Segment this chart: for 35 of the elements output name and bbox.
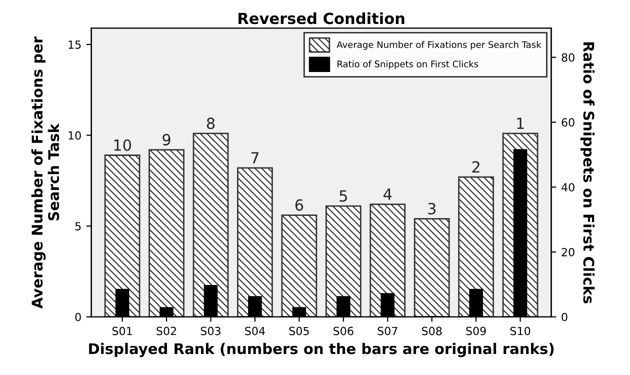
annotation: 9 bbox=[162, 134, 170, 146]
y2-tick-label: 60 bbox=[562, 118, 574, 127]
annotation: 8 bbox=[206, 118, 215, 130]
x-tick-label: S09 bbox=[466, 326, 486, 336]
y2-axis-title: Ratio of Snippets on First Clicks bbox=[580, 42, 595, 304]
annotation: 3 bbox=[428, 202, 436, 214]
annotation: 6 bbox=[295, 199, 304, 211]
y-axis-title: Average Number of Fixations per Search Task bbox=[31, 36, 60, 309]
y-tick-label: 10 bbox=[68, 131, 81, 140]
annotation: 1 bbox=[517, 118, 524, 129]
x-tick-label: S04 bbox=[245, 326, 265, 336]
y2-tick-label: 80 bbox=[562, 53, 574, 62]
y2-tick-label: 20 bbox=[562, 248, 574, 256]
x-tick-label: S01 bbox=[112, 326, 132, 336]
y-tick-label: 0 bbox=[75, 312, 81, 322]
x-tick-label: S02 bbox=[156, 326, 176, 336]
annotation: 4 bbox=[384, 188, 392, 200]
y-tick-label: 5 bbox=[75, 222, 81, 230]
x-tick-label: S08 bbox=[422, 326, 442, 336]
annotation: 7 bbox=[251, 152, 259, 164]
y2-tick-label: 40 bbox=[562, 183, 574, 192]
legend-label: Ratio of Snippets on First Clicks bbox=[338, 60, 478, 70]
annotation: 2 bbox=[472, 161, 480, 172]
x-tick-label: S07 bbox=[378, 326, 398, 336]
x-tick-label: S05 bbox=[289, 326, 309, 336]
annotation: 5 bbox=[340, 190, 347, 202]
annotation: 10 bbox=[114, 139, 132, 151]
y2-tick-label: 0 bbox=[562, 312, 568, 322]
x-axis-title: Displayed Rank (numbers on the bars are original ranks) bbox=[89, 342, 554, 358]
x-tick-label: S06 bbox=[334, 326, 354, 336]
x-tick-label: S03 bbox=[200, 326, 220, 336]
legend-label: Average Number of Fixations per Search Task bbox=[336, 41, 542, 50]
x-tick-label: S10 bbox=[510, 326, 530, 336]
chart-title: Reversed Condition bbox=[238, 12, 404, 24]
y-tick-label: 15 bbox=[68, 40, 81, 49]
